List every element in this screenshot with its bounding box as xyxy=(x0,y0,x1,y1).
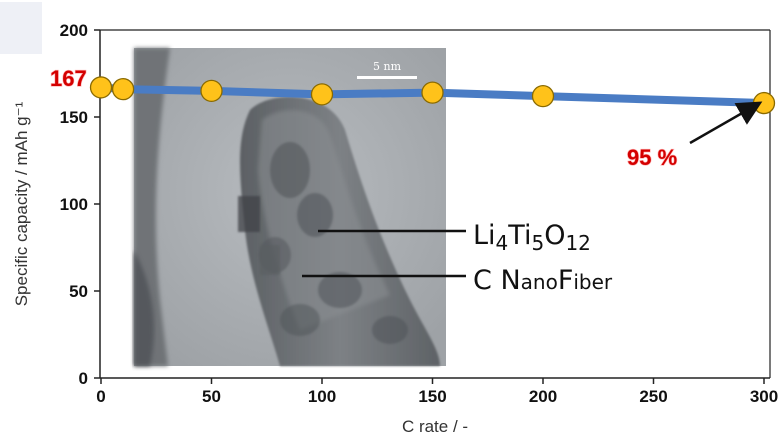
data-point xyxy=(200,79,223,103)
data-point xyxy=(111,78,135,101)
y-tick-label: 200 xyxy=(60,21,88,40)
y-ticks: 0 50 100 150 200 xyxy=(60,21,100,388)
y-tick-label: 150 xyxy=(60,108,88,127)
scale-bar-label: 5 nm xyxy=(373,60,402,73)
lto-label: Li4Ti5O12 xyxy=(473,220,591,255)
corner-shade xyxy=(0,2,42,54)
data-point xyxy=(310,83,334,106)
x-tick-label: 300 xyxy=(750,387,778,406)
y-tick-label: 50 xyxy=(69,282,88,301)
series-layer xyxy=(89,76,776,115)
x-tick-label: 150 xyxy=(418,387,446,406)
data-point xyxy=(89,76,113,99)
retention-arrow xyxy=(689,101,763,145)
data-point xyxy=(421,81,444,104)
y-tick-label: 0 xyxy=(79,369,88,388)
scale-bar xyxy=(357,76,417,79)
x-ticks: 0 50 100 150 200 250 300 xyxy=(96,378,778,406)
retention-label: 95 % xyxy=(627,145,677,170)
data-point xyxy=(531,84,555,108)
x-tick-label: 0 xyxy=(96,387,105,406)
data-point xyxy=(752,91,776,115)
x-tick-label: 50 xyxy=(202,387,221,406)
x-tick-label: 200 xyxy=(529,387,557,406)
cnf-label: C NanoFiber xyxy=(473,265,613,296)
y-axis-title: Specific capacity / mAh g⁻¹ xyxy=(12,101,31,306)
start-value-label: 167 xyxy=(50,66,87,91)
x-axis-title: C rate / - xyxy=(402,417,468,436)
x-tick-label: 100 xyxy=(308,387,336,406)
y-tick-label: 100 xyxy=(60,195,88,214)
x-tick-label: 250 xyxy=(639,387,667,406)
